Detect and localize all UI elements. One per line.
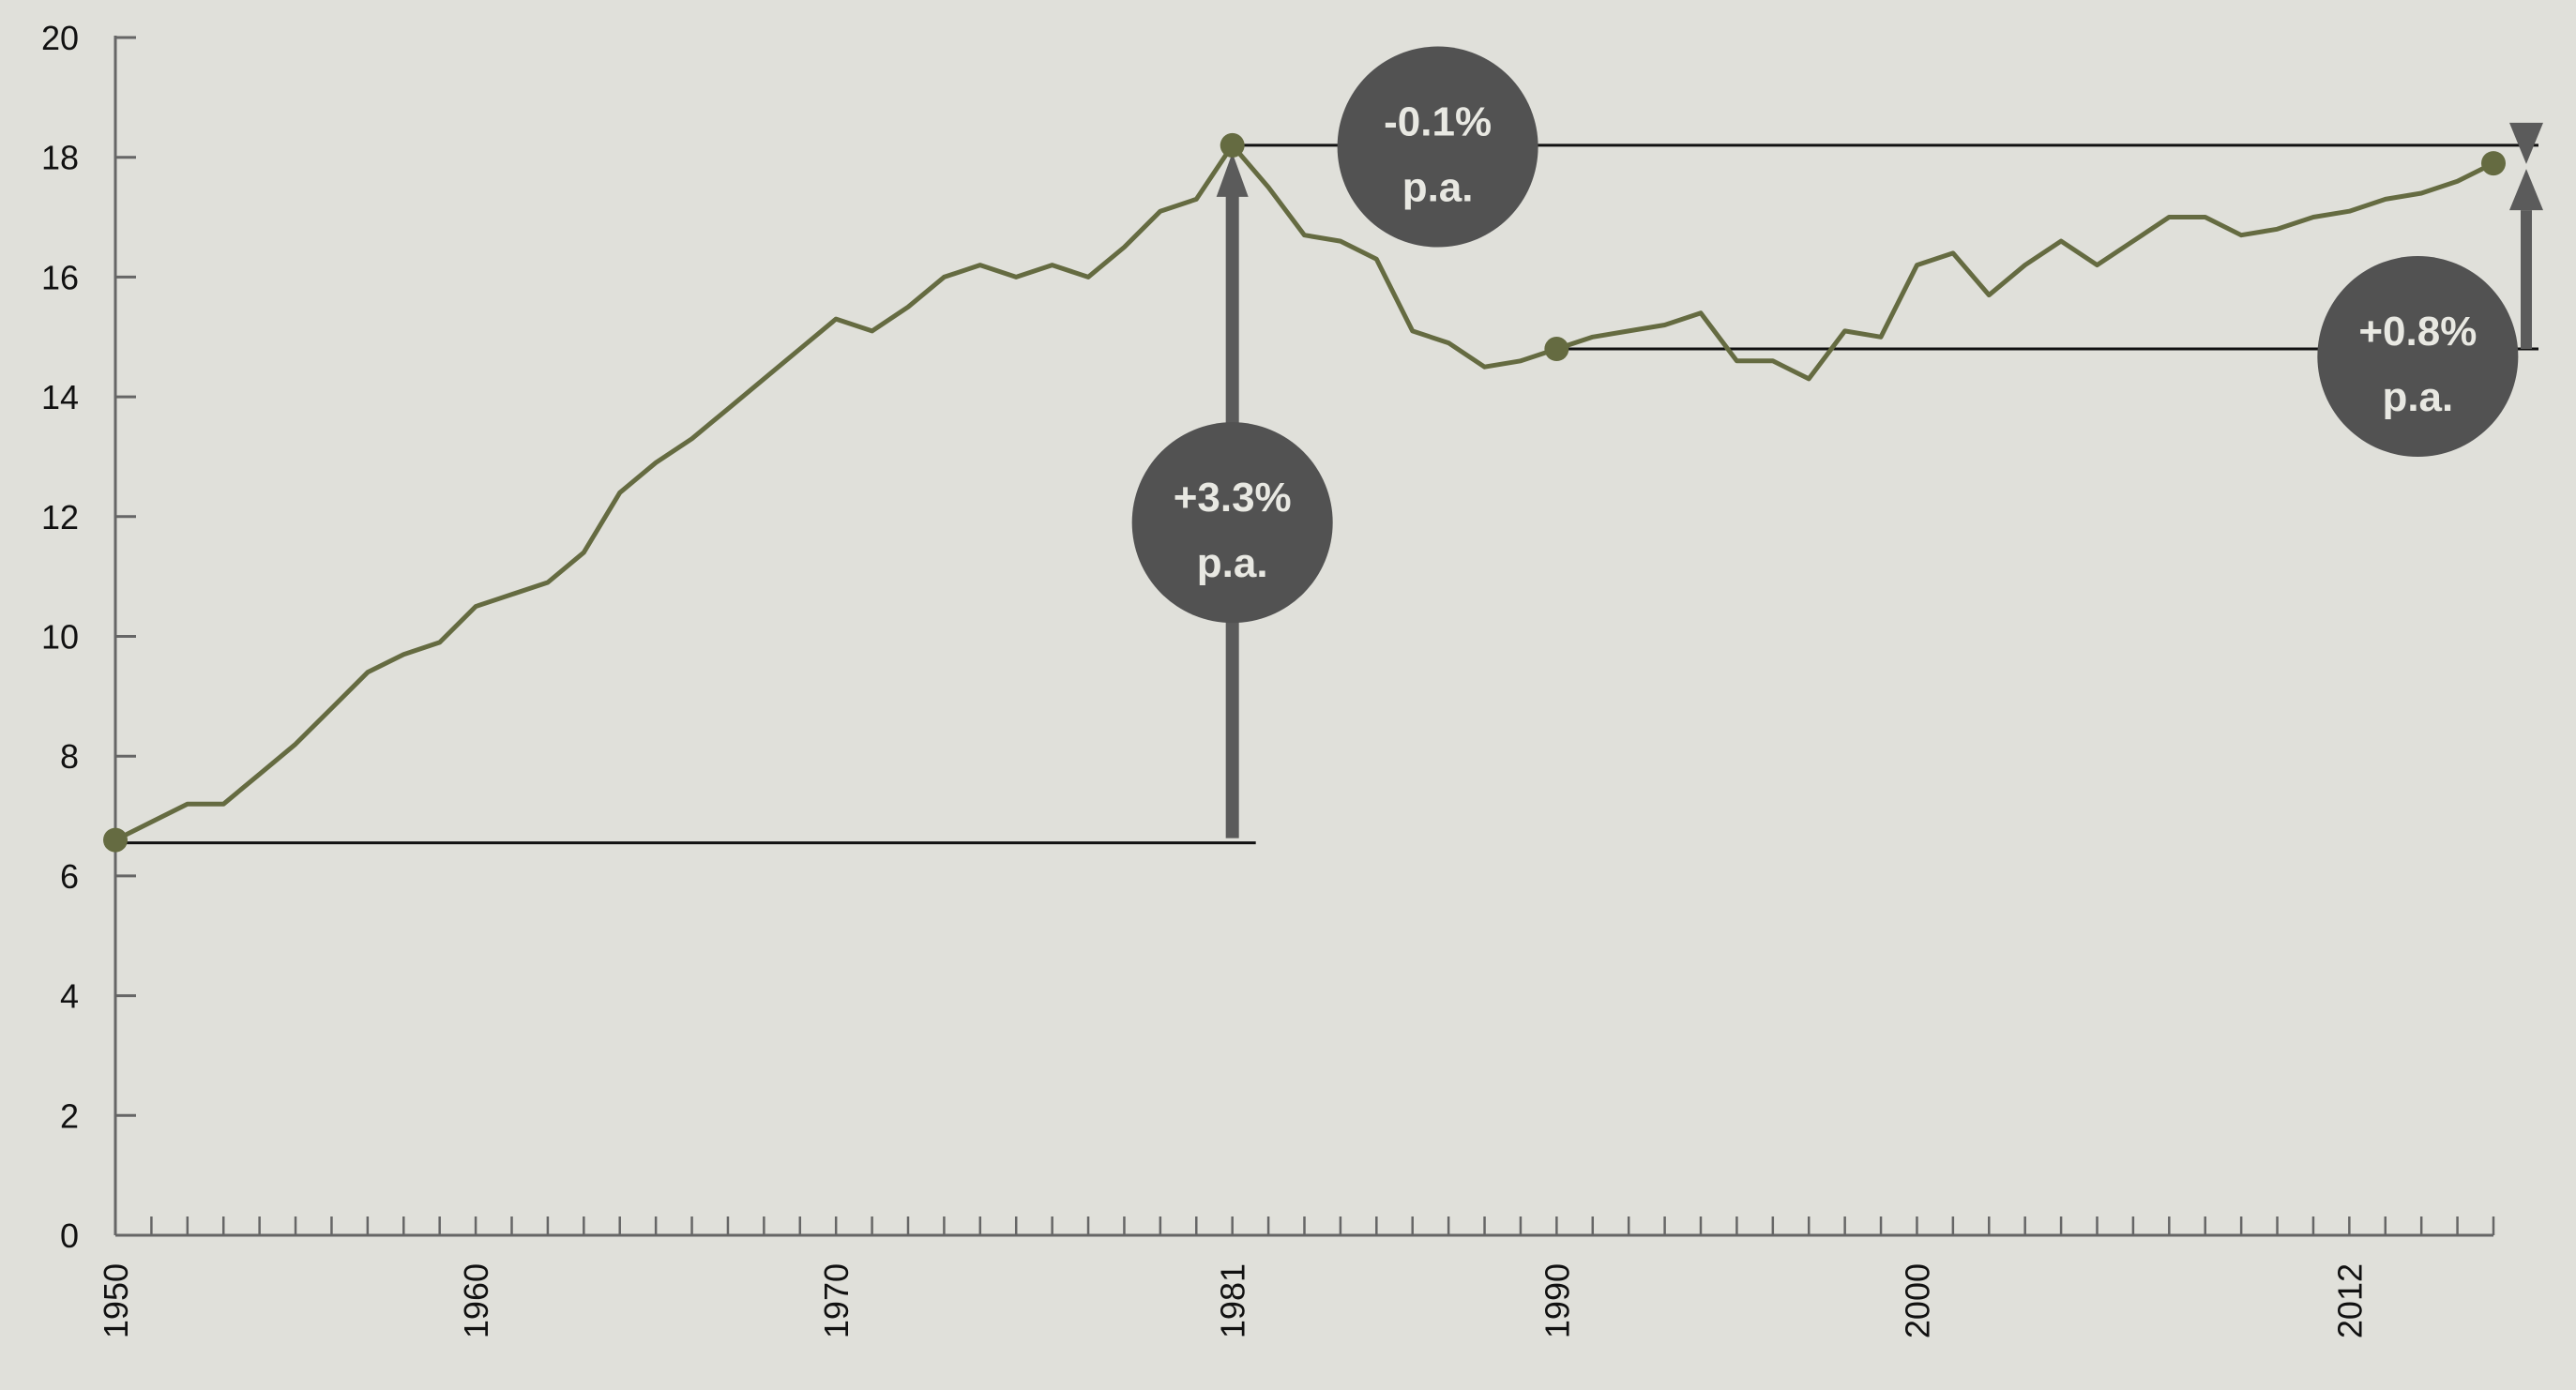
arrow-head-up [2509,169,2543,211]
badge-rate: -0.1% [1384,99,1492,145]
y-tick-label: 4 [60,977,79,1016]
annotation-badge: +3.3% p.a. [1131,422,1333,624]
x-tick-label: 1970 [817,1263,856,1338]
arrow-head-up [1216,152,1249,197]
y-tick-label: 10 [41,618,79,657]
data-marker [2481,151,2506,176]
x-tick-label: 1990 [1538,1263,1576,1338]
series-line [114,143,2495,842]
y-tick-label: 14 [41,378,79,416]
y-tick-label: 0 [60,1216,79,1255]
badge-rate: +3.3% [1174,475,1292,521]
badge-unit: p.a. [1197,540,1268,586]
y-tick-label: 8 [60,737,79,776]
y-tick-label: 12 [41,498,79,536]
y-tick-label: 2 [60,1096,79,1135]
x-tick-label: 2000 [1898,1263,1936,1338]
badge-unit: p.a. [1402,165,1474,211]
data-marker [1220,132,1245,158]
data-marker [1544,337,1569,362]
axes: 0 2 4 6 8 10 12 14 16 18 20 1950 1960 1970 1981 1990 200… [41,19,2495,1338]
badge-unit: p.a. [2382,374,2453,420]
y-tick-label: 6 [60,857,79,896]
y-tick-label: 16 [41,258,79,296]
y-tick-label: 18 [41,139,79,177]
annotation-badges: +3.3% p.a. -0.1% p.a. +0.8% p.a. [1131,46,2519,624]
badge-circle [2317,256,2519,458]
x-tick-label: 1981 [1214,1263,1252,1338]
x-tick-label: 1950 [97,1263,135,1338]
y-tick-label: 20 [41,19,79,57]
annotation-badge: -0.1% p.a. [1337,46,1538,248]
arrow-head-down [2509,122,2543,164]
x-tick-label: 2012 [2330,1263,2369,1338]
data-marker [103,827,128,853]
badge-circle [1131,422,1333,624]
x-tick-label: 1960 [457,1263,495,1338]
annotation-badge: +0.8% p.a. [2317,256,2519,458]
badge-rate: +0.8% [2358,309,2477,355]
data-markers [103,132,2506,853]
badge-circle [1337,46,1538,248]
